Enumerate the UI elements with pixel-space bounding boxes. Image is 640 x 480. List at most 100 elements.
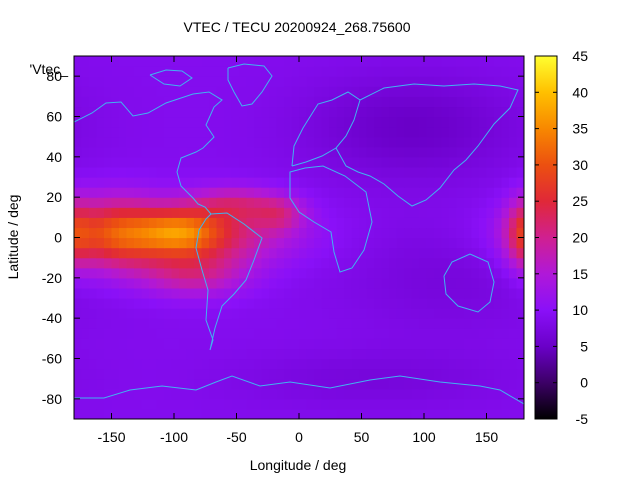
heatmap-cell [216,378,225,390]
heatmap-cell [501,257,510,269]
heatmap-cell [96,318,105,329]
heatmap-cell [336,177,345,188]
heatmap-cell [239,76,248,87]
heatmap-cell [141,96,150,108]
heatmap-cell [291,378,300,390]
heatmap-cell [96,56,105,67]
heatmap-cell [486,358,495,370]
heatmap-cell [434,388,443,400]
heatmap-cell [246,338,255,350]
heatmap-cell [141,277,150,289]
heatmap-cell [284,338,293,350]
heatmap-cell [231,388,240,400]
heatmap-cell [426,267,435,279]
heatmap-cell [269,146,278,158]
heatmap-cell [224,227,233,239]
heatmap-cell [284,358,293,370]
heatmap-cell [486,177,495,188]
heatmap-cell [509,217,518,229]
heatmap-cell [186,328,195,339]
heatmap-cell [344,287,353,299]
heatmap-cell [314,187,323,198]
heatmap-cell [216,287,225,299]
heatmap-cell [389,177,398,188]
heatmap-cell [119,267,128,279]
heatmap-cell [516,298,524,309]
heatmap-cell [479,408,488,419]
heatmap-cell [449,408,458,419]
heatmap-cell [141,267,150,279]
heatmap-cell [104,368,113,380]
heatmap-cell [81,368,90,380]
heatmap-cell [269,156,278,168]
heatmap-cell [74,408,83,419]
heatmap-cell [329,166,338,178]
heatmap-cell [509,237,518,249]
heatmap-cell [111,86,120,97]
heatmap-cell [411,136,420,148]
heatmap-cell [74,318,83,329]
heatmap-cell [96,368,105,380]
heatmap-cell [276,207,285,218]
heatmap-cell [284,318,293,329]
heatmap-cell [374,408,383,419]
heatmap-cell [74,298,83,309]
heatmap-cell [186,277,195,289]
heatmap-cell [194,217,203,229]
heatmap-cell [411,177,420,188]
heatmap-cell [501,56,510,67]
heatmap-cell [216,217,225,229]
heatmap-cell [494,308,503,319]
heatmap-cell [359,177,368,188]
heatmap-cell [246,368,255,380]
heatmap-cell [486,237,495,249]
heatmap-cell [419,348,428,360]
heatmap-cell [396,96,405,108]
heatmap-cell [501,126,510,138]
heatmap-cell [479,247,488,259]
heatmap-cell [501,358,510,370]
heatmap-cell [366,378,375,390]
heatmap-cell [359,217,368,229]
heatmap-cell [276,136,285,148]
heatmap-cell [269,237,278,249]
heatmap-cell [516,106,524,118]
heatmap-cell [231,378,240,390]
heatmap-cell [254,318,263,329]
heatmap-cell [306,227,315,239]
heatmap-cell [194,197,203,208]
heatmap-cell [441,126,450,138]
heatmap-cell [246,197,255,208]
heatmap-cell [486,146,495,158]
heatmap-cell [494,237,503,249]
heatmap-cell [231,156,240,168]
heatmap-cell [336,106,345,118]
heatmap-cell [396,156,405,168]
heatmap-cell [464,378,473,390]
heatmap-cell [456,56,465,67]
heatmap-cell [426,207,435,218]
heatmap-cell [456,267,465,279]
heatmap-cell [269,287,278,299]
heatmap-cell [396,267,405,279]
heatmap-cell [291,66,300,77]
heatmap-cell [336,348,345,360]
heatmap-cell [119,277,128,289]
heatmap-cell [111,308,120,319]
heatmap-cell [396,106,405,118]
heatmap-cell [134,338,143,350]
heatmap-cell [314,177,323,188]
heatmap-cell [141,197,150,208]
heatmap-cell [336,378,345,390]
heatmap-cell [299,136,308,148]
coast-asia [335,83,519,207]
heatmap-cell [254,237,263,249]
heatmap-cell [509,136,518,148]
heatmap-cell [179,378,188,390]
heatmap-cell [209,76,218,87]
heatmap-cell [239,166,248,178]
heatmap-cell [321,116,330,128]
heatmap-cell [239,247,248,259]
heatmap-cell [141,156,150,168]
heatmap-cell [464,257,473,269]
